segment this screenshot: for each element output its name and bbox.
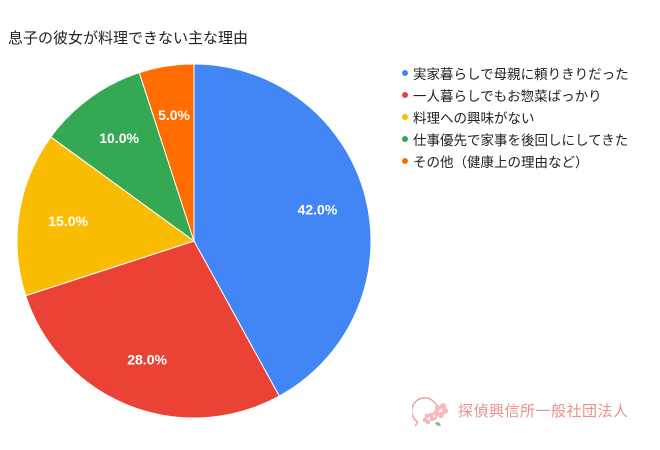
legend-label: 料理への興味がない: [413, 111, 535, 127]
pie-slice: [25, 240, 280, 419]
legend: 実家暮らしで母親に頼りきりだった 一人暮らしでもお惣菜ばっかり 料理への興味がな…: [402, 62, 629, 172]
slice-percent-label: 42.0%: [298, 201, 338, 217]
legend-dot-icon: [402, 92, 408, 98]
slice-percent-label: 28.0%: [127, 351, 167, 367]
chart-title: 息子の彼女が料理できない主な理由: [8, 29, 249, 47]
legend-item: 仕事優先で家事を後回しにしてきた: [402, 128, 629, 150]
pie-slice: [138, 63, 195, 242]
pie-slice: [50, 72, 195, 243]
sakura-logo-icon: [412, 397, 448, 427]
slice-percent-label: 10.0%: [99, 130, 139, 146]
legend-label: その他（健康上の理由など）: [413, 155, 589, 171]
legend-item: 料理への興味がない: [402, 106, 629, 128]
legend-dot-icon: [402, 114, 408, 120]
legend-dot-icon: [402, 136, 408, 142]
legend-item: 一人暮らしでもお惣菜ばっかり: [402, 84, 629, 106]
logo: 探偵興信所一般社団法人: [412, 392, 629, 428]
legend-label: 一人暮らしでもお惣菜ばっかり: [413, 89, 602, 105]
pie-slice: [16, 136, 196, 297]
slice-percent-label: 15.0%: [48, 213, 88, 229]
legend-label: 仕事優先で家事を後回しにしてきた: [413, 133, 629, 149]
legend-dot-icon: [402, 70, 408, 76]
logo-text: 探偵興信所一般社団法人: [458, 401, 629, 420]
slice-percent-label: 5.0%: [158, 107, 190, 123]
pie-slice: [193, 63, 372, 397]
legend-label: 実家暮らしで母親に頼りきりだった: [413, 67, 629, 83]
legend-item: 実家暮らしで母親に頼りきりだった: [402, 62, 629, 84]
legend-item: その他（健康上の理由など）: [402, 150, 629, 172]
legend-dot-icon: [402, 158, 408, 164]
